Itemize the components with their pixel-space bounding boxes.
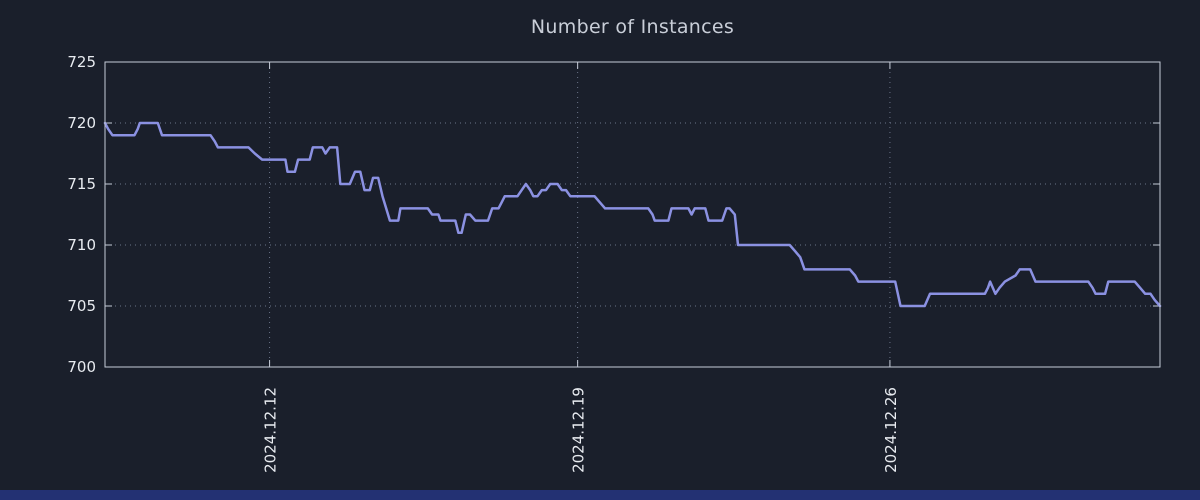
y-tick-label: 705 bbox=[67, 297, 96, 315]
y-tick-label: 725 bbox=[67, 53, 96, 71]
data-line bbox=[103, 121, 1162, 308]
x-tick-label: 2024.12.19 bbox=[570, 387, 588, 473]
y-tick-label: 720 bbox=[67, 114, 96, 132]
x-tick-label: 2024.12.12 bbox=[262, 387, 280, 473]
chart-title: Number of Instances bbox=[530, 16, 735, 38]
y-tick-label: 710 bbox=[67, 236, 96, 254]
y-tick-label: 715 bbox=[67, 175, 96, 193]
y-tick-label: 700 bbox=[67, 358, 96, 376]
plot-border bbox=[104, 61, 1161, 368]
x-tick-label: 2024.12.26 bbox=[882, 387, 900, 473]
bottom-strip bbox=[0, 490, 1200, 500]
